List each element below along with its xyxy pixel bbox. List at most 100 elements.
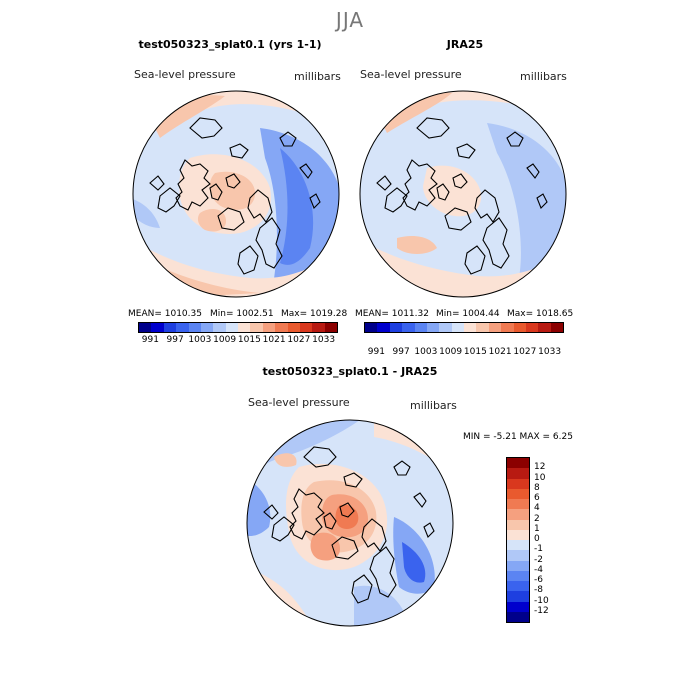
colorbar-swatch (513, 323, 526, 332)
colorbar-swatch (476, 323, 489, 332)
season-title: JJA (335, 8, 365, 32)
colorbar-tick-label: 8 (534, 482, 540, 493)
colorbar-tick-label: 1009 (439, 347, 463, 357)
colorbar-swatch (163, 323, 177, 332)
colorbar-swatch (507, 570, 529, 581)
colorbar-swatch (507, 550, 529, 561)
colorbar-swatch (188, 323, 201, 332)
colorbar-swatch (365, 323, 378, 332)
colorbar-tick-label: -12 (534, 605, 549, 616)
diff-polar-map (246, 419, 454, 627)
colorbar-tick-label: 991 (141, 335, 159, 345)
colorbar-swatch (200, 323, 214, 332)
colorbar-tick-label: -1 (534, 544, 543, 555)
colorbar-tick-label: 1027 (287, 335, 311, 345)
colorbar-swatch (262, 323, 276, 332)
diff-colorbar (506, 457, 530, 623)
colorbar-swatch (299, 323, 313, 332)
colorbar-swatch (464, 323, 477, 332)
colorbar-swatch (402, 323, 415, 332)
colorbar-tick-label: 1015 (237, 335, 261, 345)
colorbar-swatch (501, 323, 514, 332)
colorbar-swatch (538, 323, 551, 332)
colorbar-tick-label: -4 (534, 564, 543, 575)
colorbar-tick-label: 1027 (513, 347, 537, 357)
colorbar-tick-label: 1021 (262, 335, 286, 345)
model-polar-map (132, 90, 340, 298)
colorbar-swatch (507, 519, 529, 530)
colorbar-swatch (507, 529, 529, 540)
colorbar-tick-label: 0 (534, 534, 540, 544)
colorbar-tick-label: 10 (534, 472, 546, 483)
diff-panel-title: test050323_splat0.1 - JRA25 (262, 365, 438, 378)
diff-colorbar-ticks: 12 10 8 6 4 2 1 0 -1 -2 -4 -6 -8 -10 -12 (534, 457, 574, 621)
colorbar-swatch (507, 540, 529, 551)
model-mean-label: MEAN= 1010.35 (128, 309, 202, 319)
colorbar-swatch (250, 323, 263, 332)
colorbar-tick-label: 997 (392, 347, 410, 357)
model-max-label: Max= 1019.28 (281, 309, 348, 319)
colorbar-swatch (287, 323, 300, 332)
colorbar-swatch (525, 323, 539, 332)
colorbar-swatch (312, 323, 325, 332)
colorbar-swatch (507, 581, 529, 592)
diff-units-label: millibars (410, 399, 457, 412)
colorbar-swatch (507, 601, 529, 612)
colorbar-swatch (213, 323, 226, 332)
colorbar-tick-label: 1003 (414, 347, 438, 357)
colorbar-swatch (507, 560, 529, 571)
colorbar-tick-label: 991 (367, 347, 385, 357)
colorbar-tick-label: 1033 (538, 347, 562, 357)
model-units-label: millibars (294, 70, 341, 83)
model-panel-title: test050323_splat0.1 (yrs 1-1) (138, 38, 322, 51)
obs-colorbar (364, 322, 564, 333)
colorbar-swatch (275, 323, 288, 332)
colorbar-tick-label: 997 (166, 335, 184, 345)
colorbar-tick-label: -6 (534, 575, 543, 585)
colorbar-swatch (176, 323, 189, 332)
model-colorbar-ticks: 991 997 1003 1009 1015 1021 1027 1033 (138, 335, 336, 347)
colorbar-tick-label: 1021 (488, 347, 512, 357)
colorbar-swatch (151, 323, 164, 332)
colorbar-swatch (225, 323, 238, 332)
obs-variable-label: Sea-level pressure (360, 68, 462, 81)
colorbar-tick-label: -2 (534, 554, 543, 565)
colorbar-tick-label: 1003 (188, 335, 212, 345)
obs-max-label: Max= 1018.65 (507, 309, 574, 319)
colorbar-swatch (550, 323, 563, 332)
colorbar-swatch (507, 591, 529, 602)
diff-variable-label: Sea-level pressure (248, 396, 350, 409)
colorbar-swatch (139, 323, 152, 332)
colorbar-swatch (377, 323, 390, 332)
colorbar-tick-label: 1033 (312, 335, 336, 345)
colorbar-tick-label: 2 (534, 513, 540, 524)
colorbar-tick-label: -10 (534, 595, 549, 606)
colorbar-swatch (507, 478, 529, 489)
colorbar-swatch (324, 323, 337, 332)
colorbar-swatch (389, 323, 403, 332)
colorbar-swatch (507, 488, 529, 499)
colorbar-swatch (439, 323, 452, 332)
model-colorbar (138, 322, 338, 333)
colorbar-swatch (414, 323, 427, 332)
colorbar-swatch (488, 323, 502, 332)
model-min-label: Min= 1002.51 (210, 309, 274, 319)
obs-mean-label: MEAN= 1011.32 (355, 309, 429, 319)
obs-panel-title: JRA25 (446, 38, 484, 51)
colorbar-tick-label: 1 (534, 523, 540, 534)
colorbar-swatch (451, 323, 464, 332)
diff-minmax-label: MIN = -5.21 MAX = 6.25 (463, 432, 573, 442)
colorbar-tick-label: 1015 (463, 347, 487, 357)
colorbar-swatch (507, 509, 529, 520)
colorbar-swatch (507, 468, 529, 479)
obs-units-label: millibars (520, 70, 567, 83)
obs-polar-map (359, 90, 567, 298)
colorbar-tick-label: 4 (534, 503, 540, 514)
colorbar-swatch (426, 323, 440, 332)
colorbar-swatch (507, 499, 529, 510)
colorbar-swatch (507, 458, 529, 469)
colorbar-tick-label: 12 (534, 462, 546, 473)
colorbar-tick-label: 1009 (213, 335, 237, 345)
colorbar-swatch (238, 323, 251, 332)
colorbar-tick-label: -8 (534, 585, 543, 596)
